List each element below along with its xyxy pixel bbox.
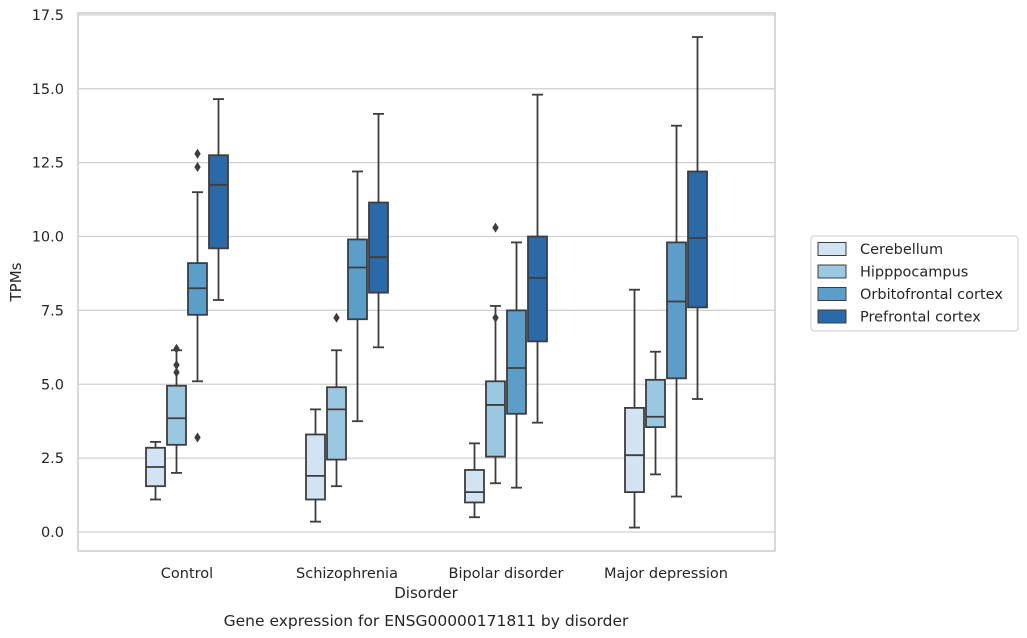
outlier-point: [194, 162, 201, 173]
box-cerebellum: [305, 408, 326, 523]
legend-frame: [810, 235, 1019, 332]
box-iqr: [305, 433, 326, 501]
y-tick-label: 0.0: [41, 525, 64, 541]
boxes: [145, 36, 708, 529]
box-hipppocampus: [645, 350, 666, 476]
y-tick-label: 17.5: [32, 8, 64, 24]
box-iqr: [666, 241, 687, 380]
box-orbitofrontal-cortex: [506, 241, 527, 489]
box-orbitofrontal-cortex: [666, 124, 687, 498]
y-tick-label: 12.5: [32, 156, 64, 172]
box-cerebellum: [624, 288, 645, 529]
box-iqr: [645, 378, 666, 428]
outlier-point: [333, 312, 340, 323]
box-cerebellum: [145, 440, 166, 501]
box-iqr: [166, 384, 187, 446]
box-iqr: [527, 235, 548, 343]
legend-swatch: [817, 287, 847, 301]
x-tick-label: Bipolar disorder: [449, 566, 564, 582]
box-iqr: [368, 201, 389, 294]
y-tick-label: 15.0: [32, 82, 64, 98]
outlier-point: [194, 432, 201, 443]
legend-swatch: [817, 264, 847, 279]
legend-label: Hipppocampus: [860, 265, 968, 281]
legend-swatch: [817, 309, 847, 324]
box-iqr: [687, 170, 708, 309]
y-tick-label: 2.5: [41, 451, 64, 467]
box-prefrontal-cortex: [208, 98, 229, 301]
legend-label: Orbitofrontal cortex: [860, 287, 1003, 303]
legend-label: Cerebellum: [860, 242, 943, 258]
x-tick-labels: Control Schizophrenia Bipolar disorder Majo…: [161, 566, 728, 582]
box-iqr: [464, 469, 485, 504]
box-hipppocampus: [485, 222, 506, 485]
legend: Cerebellum Hipppocampus Orbitofrontal cort…: [810, 235, 1019, 332]
box-prefrontal-cortex: [527, 93, 548, 424]
y-tick-label: 5.0: [41, 377, 64, 393]
box-iqr: [347, 238, 368, 321]
chart-caption: Gene expression for ENSG00000171811 by d…: [224, 612, 629, 630]
box-iqr: [208, 154, 229, 250]
outlier-point: [194, 148, 201, 159]
y-tick-label: 7.5: [41, 303, 64, 319]
y-tick-labels: 0.0 2.5 5.0 7.5 10.0 12.5 15.0 17.5: [32, 8, 64, 541]
box-hipppocampus: [326, 312, 347, 488]
x-tick-label: Major depression: [604, 566, 728, 582]
box-hipppocampus: [166, 343, 187, 474]
y-axis-title: TPMs: [7, 262, 25, 302]
x-axis-title: Disorder: [394, 584, 458, 602]
box-cerebellum: [464, 442, 485, 519]
outlier-point: [492, 312, 499, 323]
outlier-point: [173, 360, 180, 371]
box-iqr: [624, 406, 645, 494]
outlier-point: [492, 222, 499, 233]
plot-area-frame: [77, 12, 776, 552]
box-iqr: [485, 380, 506, 458]
box-orbitofrontal-cortex: [347, 170, 368, 423]
x-tick-label: Control: [161, 566, 213, 582]
box-iqr: [506, 309, 527, 415]
y-tick-label: 10.0: [32, 230, 64, 246]
legend-swatch: [817, 242, 847, 256]
x-tick-label: Schizophrenia: [296, 566, 398, 582]
box-orbitofrontal-cortex: [187, 148, 208, 443]
legend-label: Prefrontal cortex: [860, 310, 981, 326]
box-prefrontal-cortex: [368, 112, 389, 349]
outlier-point: [173, 367, 180, 378]
box-prefrontal-cortex: [687, 36, 708, 400]
outlier-point: [173, 343, 180, 354]
box-iqr: [326, 386, 347, 461]
